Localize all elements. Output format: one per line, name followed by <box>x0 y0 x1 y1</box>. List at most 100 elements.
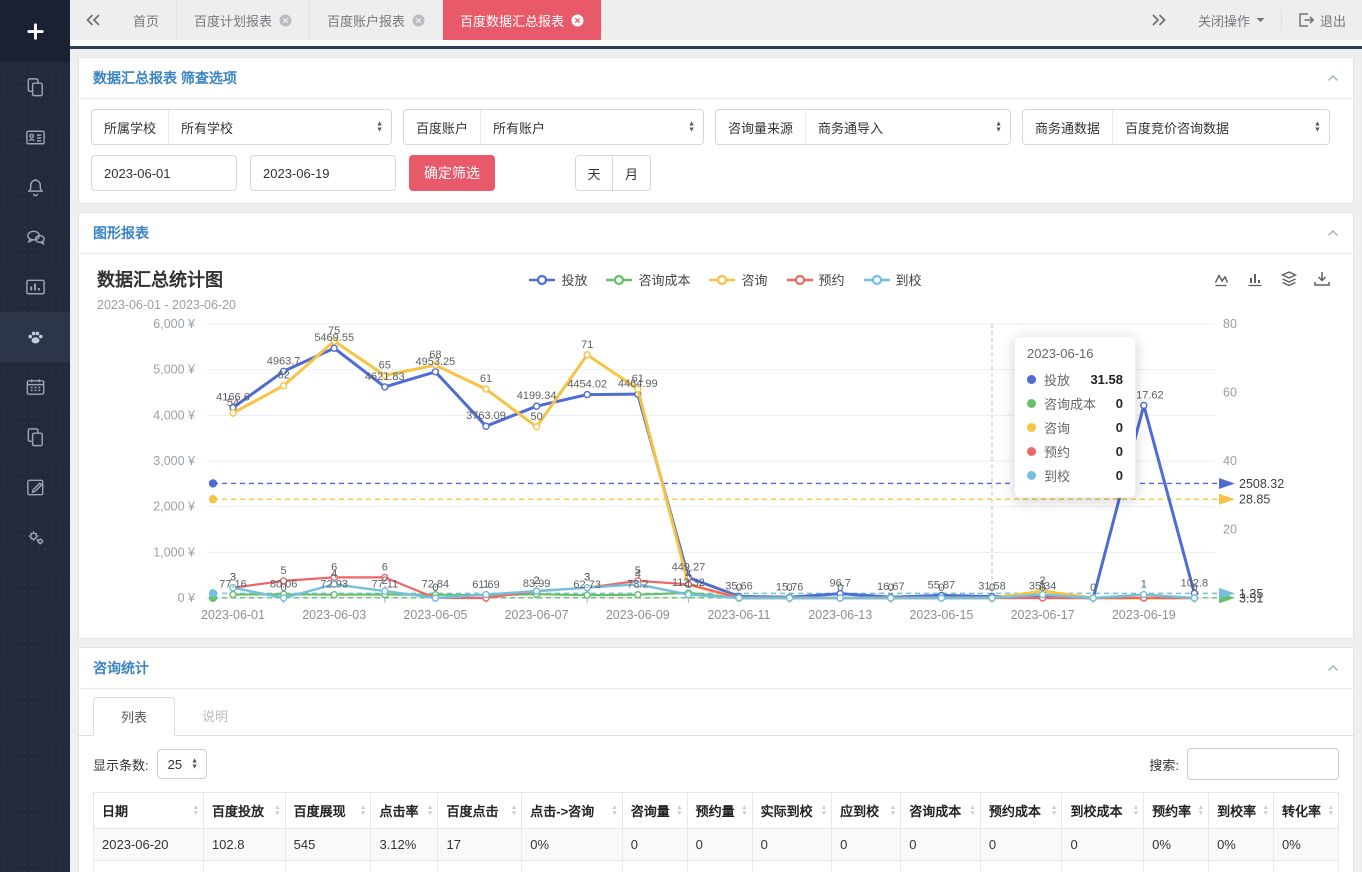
collapse-tabs-right-button[interactable] <box>1136 0 1182 40</box>
sidebar-item-gears[interactable] <box>0 512 70 562</box>
line-chart-icon[interactable] <box>1214 270 1232 288</box>
legend-label: 咨询成本 <box>638 273 691 288</box>
column-header[interactable]: 百度点击 ▲ ▼ <box>437 792 523 829</box>
collapse-tabs-left-button[interactable] <box>70 0 116 40</box>
tooltip-series-name: 到校 <box>1044 468 1071 484</box>
sidebar-item-comments[interactable] <box>0 212 70 262</box>
svg-text:4: 4 <box>685 568 691 580</box>
sidebar-item-files[interactable] <box>0 412 70 462</box>
filter-select[interactable]: 所有学校 ▲ ▼ <box>169 110 391 144</box>
svg-text:0: 0 <box>938 582 944 594</box>
svg-text:5,000 ¥: 5,000 ¥ <box>153 363 195 377</box>
svg-text:4166.6: 4166.6 <box>216 392 250 404</box>
series-dot-icon <box>1027 374 1036 384</box>
table-cell: 0% <box>1208 860 1274 872</box>
unit-month-button[interactable]: 月 <box>613 155 651 191</box>
svg-text:15.76: 15.76 <box>776 581 804 593</box>
column-header[interactable]: 咨询成本 ▲ ▼ <box>900 792 981 829</box>
close-operations-dropdown[interactable]: 关闭操作 <box>1182 0 1281 40</box>
tab-百度计划报表[interactable]: 百度计划报表 <box>177 0 311 40</box>
column-header[interactable]: 实际到校 ▲ ▼ <box>751 792 833 829</box>
chart-svg[interactable]: 6,000 ¥ 5,000 ¥ 4,000 ¥ 3,000 ¥ 2,000 ¥ 1,000… <box>89 314 1347 628</box>
download-icon[interactable] <box>1313 270 1331 288</box>
close-tab-icon[interactable] <box>412 14 425 27</box>
legend-item[interactable]: 咨询 <box>708 270 768 289</box>
column-header[interactable]: 转化率 ▲ ▼ <box>1272 792 1340 829</box>
svg-text:60: 60 <box>1223 386 1237 400</box>
tab-list[interactable]: 列表 <box>93 697 176 736</box>
select-arrows-icon: ▲ ▼ <box>995 120 1003 134</box>
bar-chart-icon[interactable] <box>1247 270 1265 288</box>
stats-collapse-button[interactable] <box>1327 664 1339 672</box>
column-header[interactable]: 应到校 ▲ ▼ <box>831 792 902 829</box>
tab-description[interactable]: 说明 <box>202 709 229 724</box>
sidebar-item-chart-board[interactable] <box>0 262 70 312</box>
paw-icon <box>27 331 43 343</box>
legend-item[interactable]: 预约 <box>786 270 845 289</box>
svg-text:3763.09: 3763.09 <box>466 410 506 422</box>
svg-text:3: 3 <box>584 572 590 584</box>
sidebar-item-id-card[interactable] <box>0 112 70 162</box>
tab-首页[interactable]: 首页 <box>116 0 178 40</box>
column-header[interactable]: 点击->咨询 ▲ ▼ <box>521 792 623 829</box>
tab-百度账户报表[interactable]: 百度账户报表 <box>310 0 444 40</box>
chevron-up-icon <box>1327 74 1339 82</box>
date-start-input[interactable] <box>91 155 237 191</box>
stats-panel-header: 咨询统计 <box>79 648 1353 689</box>
sidebar-item-bell[interactable] <box>0 162 70 212</box>
search-input[interactable] <box>1187 748 1339 780</box>
column-header[interactable]: 百度展现 ▲ ▼ <box>284 792 372 829</box>
table-cell: 545 <box>284 828 372 861</box>
column-header[interactable]: 日期 ▲ ▼ <box>93 792 204 829</box>
unit-day-button[interactable]: 天 <box>575 155 613 191</box>
filter-select[interactable]: 商务通导入 ▲ ▼ <box>806 110 1010 144</box>
svg-text:2023-06-11: 2023-06-11 <box>707 608 770 622</box>
sidebar-item-calendar[interactable] <box>0 362 70 412</box>
filter-group: 咨询量来源 商务通导入 ▲ ▼ <box>715 109 1012 145</box>
svg-text:50: 50 <box>530 411 542 423</box>
legend-item[interactable]: 投放 <box>528 270 587 289</box>
sidebar-item-documents[interactable] <box>0 62 70 112</box>
tooltip-row: 咨询成本 0 <box>1027 391 1123 415</box>
column-header[interactable]: 到校率 ▲ ▼ <box>1208 792 1274 829</box>
column-header[interactable]: 百度投放 ▲ ▼ <box>202 792 286 829</box>
svg-text:61: 61 <box>480 373 492 385</box>
tooltip-date: 2023-06-16 <box>1027 346 1094 361</box>
page-size-select[interactable]: 25 ▲ ▼ <box>156 749 208 779</box>
topbar-separator <box>1280 10 1282 30</box>
stack-icon[interactable] <box>1280 270 1298 288</box>
svg-text:1: 1 <box>685 579 691 591</box>
chevron-up-icon <box>1327 664 1339 672</box>
close-tab-icon[interactable] <box>571 14 584 27</box>
tab-百度数据汇总报表[interactable]: 百度数据汇总报表 <box>443 0 603 40</box>
svg-text:1: 1 <box>1040 579 1046 591</box>
chart-collapse-button[interactable] <box>1327 229 1339 237</box>
table-cell: 0 <box>751 828 833 861</box>
series-dot-icon <box>1027 422 1036 432</box>
legend-item[interactable]: 到校 <box>863 270 922 289</box>
column-header-label: 到校成本 <box>1070 804 1123 819</box>
filter-select[interactable]: 所有账户 ▲ ▼ <box>481 110 703 144</box>
sidebar-item-paw[interactable] <box>0 312 70 362</box>
column-header[interactable]: 预约成本 ▲ ▼ <box>979 792 1063 829</box>
svg-text:77.16: 77.16 <box>219 579 247 591</box>
date-end-input[interactable] <box>250 155 396 191</box>
confirm-filter-button[interactable]: 确定筛选 <box>409 155 495 191</box>
column-header[interactable]: 咨询量 ▲ ▼ <box>621 792 688 829</box>
close-tab-icon[interactable] <box>279 14 292 27</box>
filter-collapse-button[interactable] <box>1327 74 1339 82</box>
filter-select[interactable]: 百度竞价咨询数据 ▲ ▼ <box>1113 110 1329 144</box>
legend-item[interactable]: 咨询成本 <box>605 270 690 289</box>
svg-text:55.87: 55.87 <box>928 579 956 591</box>
column-header[interactable]: 点击率 ▲ ▼ <box>370 792 439 829</box>
sidebar-item-plus[interactable] <box>0 0 70 62</box>
column-header[interactable]: 到校成本 ▲ ▼ <box>1061 792 1145 829</box>
svg-text:62: 62 <box>277 370 289 382</box>
filter-select-value: 所有学校 <box>181 120 234 136</box>
logout-button[interactable]: 退出 <box>1282 0 1362 40</box>
column-header[interactable]: 预约率 ▲ ▼ <box>1143 792 1210 829</box>
column-header[interactable]: 预约量 ▲ ▼ <box>686 792 753 829</box>
sidebar-item-edit[interactable] <box>0 462 70 512</box>
caret-down-icon <box>1256 18 1265 22</box>
svg-text:68: 68 <box>429 349 441 361</box>
